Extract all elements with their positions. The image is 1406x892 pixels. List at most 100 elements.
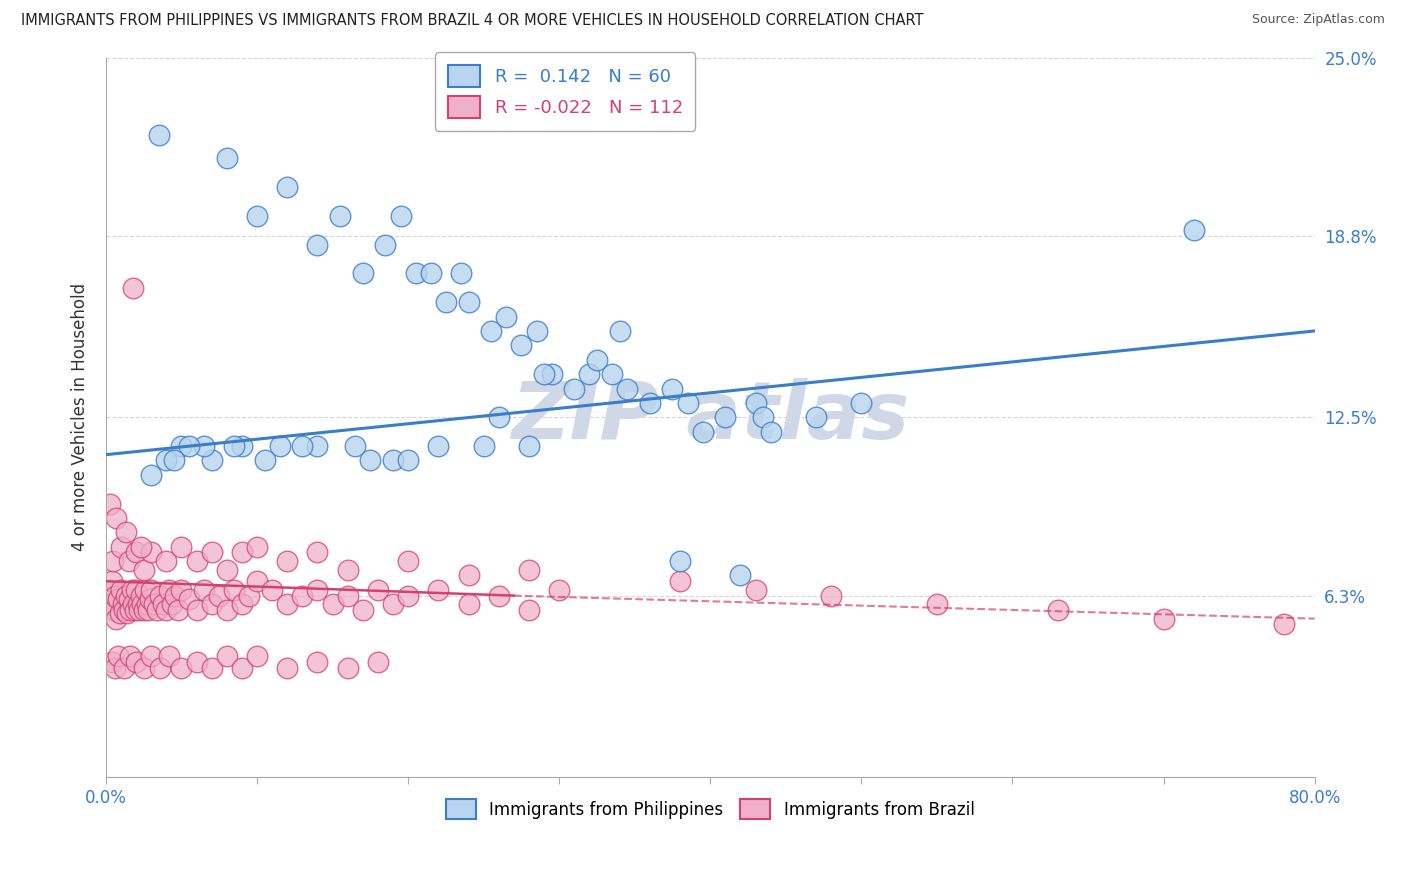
Point <box>638 396 661 410</box>
Point <box>396 453 419 467</box>
Legend: Immigrants from Philippines, Immigrants from Brazil: Immigrants from Philippines, Immigrants … <box>440 792 981 826</box>
Point <box>291 439 314 453</box>
Point <box>105 511 128 525</box>
Point <box>307 582 329 597</box>
Point <box>124 603 146 617</box>
Point <box>246 648 269 663</box>
Point <box>177 439 200 453</box>
Point <box>134 582 156 597</box>
Point <box>170 582 193 597</box>
Point <box>149 589 172 603</box>
Point <box>434 295 457 310</box>
Point <box>104 660 127 674</box>
Point <box>110 540 132 554</box>
Point <box>381 597 404 611</box>
Point <box>131 597 153 611</box>
Point <box>1182 223 1205 237</box>
Point <box>472 439 495 453</box>
Y-axis label: 4 or more Vehicles in Household: 4 or more Vehicles in Household <box>72 284 89 551</box>
Point <box>163 453 186 467</box>
Point <box>103 554 125 568</box>
Point <box>125 582 148 597</box>
Point <box>143 597 166 611</box>
Point <box>457 597 479 611</box>
Point <box>548 582 571 597</box>
Point <box>121 582 143 597</box>
Point <box>224 582 246 597</box>
Point <box>136 603 159 617</box>
Point <box>231 545 253 559</box>
Point <box>127 597 149 611</box>
Point <box>488 589 510 603</box>
Point <box>730 568 752 582</box>
Point <box>231 660 253 674</box>
Point <box>517 563 540 577</box>
Point <box>578 367 600 381</box>
Point <box>479 324 502 338</box>
Point <box>692 425 714 439</box>
Point <box>101 655 124 669</box>
Point <box>517 603 540 617</box>
Point <box>336 563 359 577</box>
Point <box>661 382 683 396</box>
Point <box>329 209 352 223</box>
Point <box>111 597 134 611</box>
Point <box>215 648 238 663</box>
Point <box>744 396 766 410</box>
Point <box>352 603 374 617</box>
Point <box>291 589 314 603</box>
Point <box>457 295 479 310</box>
Point <box>132 660 155 674</box>
Point <box>129 540 152 554</box>
Point <box>1046 603 1069 617</box>
Point <box>510 338 533 352</box>
Text: ZIP atlas: ZIP atlas <box>512 378 910 457</box>
Point <box>110 582 132 597</box>
Point <box>367 582 389 597</box>
Point <box>103 603 125 617</box>
Point <box>344 439 367 453</box>
Point <box>586 352 609 367</box>
Point <box>115 606 138 620</box>
Point <box>533 367 555 381</box>
Point <box>851 396 873 410</box>
Point <box>105 612 128 626</box>
Point <box>132 603 155 617</box>
Point <box>231 439 253 453</box>
Point <box>307 439 329 453</box>
Point <box>488 410 510 425</box>
Point <box>820 589 842 603</box>
Point <box>114 525 136 540</box>
Point <box>128 603 150 617</box>
Point <box>141 467 163 482</box>
Point <box>101 574 124 589</box>
Point <box>676 396 699 410</box>
Point <box>405 267 427 281</box>
Point <box>125 655 148 669</box>
Text: IMMIGRANTS FROM PHILIPPINES VS IMMIGRANTS FROM BRAZIL 4 OR MORE VEHICLES IN HOUS: IMMIGRANTS FROM PHILIPPINES VS IMMIGRANT… <box>21 13 924 29</box>
Point <box>177 591 200 606</box>
Point <box>307 545 329 559</box>
Point <box>714 410 737 425</box>
Point <box>517 439 540 453</box>
Point <box>157 582 180 597</box>
Point <box>97 582 120 597</box>
Text: Source: ZipAtlas.com: Source: ZipAtlas.com <box>1251 13 1385 27</box>
Point <box>157 648 180 663</box>
Point <box>112 603 135 617</box>
Point <box>450 267 472 281</box>
Point <box>427 439 450 453</box>
Point <box>215 563 238 577</box>
Point <box>457 568 479 582</box>
Point <box>104 589 127 603</box>
Point <box>107 648 129 663</box>
Point <box>141 648 163 663</box>
Point <box>307 237 329 252</box>
Point <box>367 655 389 669</box>
Point <box>609 324 631 338</box>
Point <box>152 597 174 611</box>
Point <box>526 324 548 338</box>
Point <box>162 597 184 611</box>
Point <box>352 267 374 281</box>
Point <box>193 582 215 597</box>
